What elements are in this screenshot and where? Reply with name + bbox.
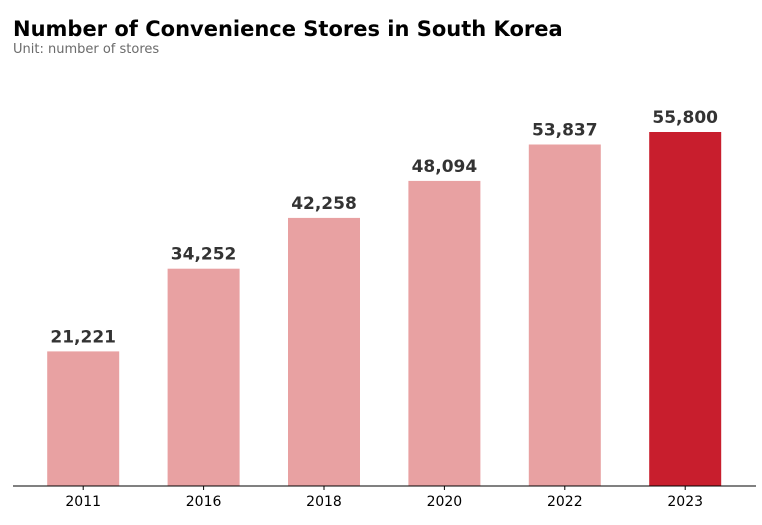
chart-title: Number of Convenience Stores in South Ko… [13,17,563,41]
bars-group [47,132,722,486]
bar-value-label-2016: 34,252 [171,245,237,265]
bar-2020 [408,180,481,486]
bar-value-label-2018: 42,258 [291,194,357,214]
chart-subtitle: Unit: number of stores [13,42,160,57]
x-axis-ticks [82,486,686,490]
x-tick-label-2018: 2018 [306,494,342,510]
x-tick-label-2020: 2020 [427,494,463,510]
bar-value-label-2022: 53,837 [532,121,598,141]
bar-value-label-2020: 48,094 [412,157,478,177]
bar-value-label-2011: 21,221 [50,327,116,347]
bar-2018 [288,217,360,486]
x-tick-label-2011: 2011 [65,494,101,510]
x-tick-label-2023: 2023 [667,494,703,510]
x-tick-label-2022: 2022 [547,494,583,510]
x-tick-label-2016: 2016 [186,494,222,510]
bar-2011 [47,351,120,486]
x-axis-tick-labels: 2011 2016 2018 2020 2022 2023 [65,494,703,510]
bar-value-label-2023: 55,800 [652,108,718,128]
bar-value-labels: 21,221 34,252 42,258 48,094 53,837 55,800 [50,108,718,347]
bar-2016 [167,268,240,486]
bar-2022 [528,144,601,486]
bar-2023 [649,132,722,486]
